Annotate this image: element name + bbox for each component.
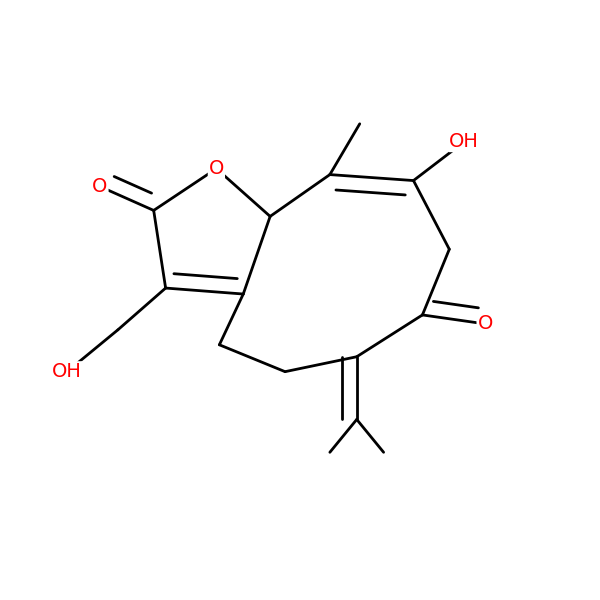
- Text: OH: OH: [52, 362, 82, 381]
- Text: OH: OH: [449, 132, 479, 151]
- Text: O: O: [478, 314, 493, 334]
- Text: O: O: [92, 177, 107, 196]
- Text: O: O: [209, 159, 224, 178]
